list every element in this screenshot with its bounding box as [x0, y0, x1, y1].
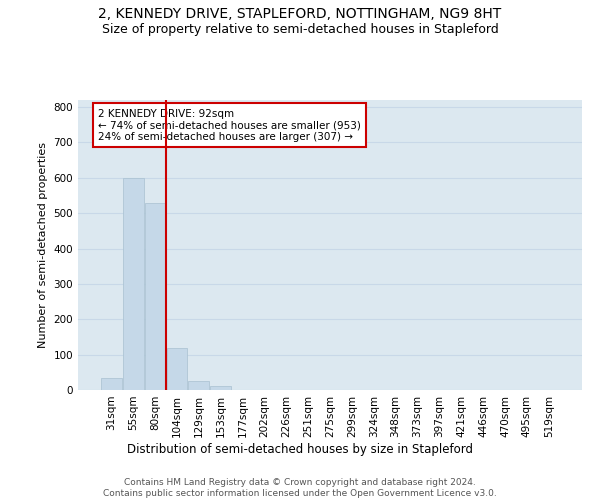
Text: Contains HM Land Registry data © Crown copyright and database right 2024.
Contai: Contains HM Land Registry data © Crown c…	[103, 478, 497, 498]
Text: Size of property relative to semi-detached houses in Stapleford: Size of property relative to semi-detach…	[101, 22, 499, 36]
Bar	[188, 381, 209, 390]
Bar	[145, 202, 166, 390]
Text: 2 KENNEDY DRIVE: 92sqm
← 74% of semi-detached houses are smaller (953)
24% of se: 2 KENNEDY DRIVE: 92sqm ← 74% of semi-det…	[98, 108, 361, 142]
Bar	[210, 386, 231, 390]
Bar	[101, 378, 122, 390]
Y-axis label: Number of semi-detached properties: Number of semi-detached properties	[38, 142, 48, 348]
Bar	[167, 348, 187, 390]
Text: 2, KENNEDY DRIVE, STAPLEFORD, NOTTINGHAM, NG9 8HT: 2, KENNEDY DRIVE, STAPLEFORD, NOTTINGHAM…	[98, 8, 502, 22]
Bar	[123, 178, 143, 390]
Text: Distribution of semi-detached houses by size in Stapleford: Distribution of semi-detached houses by …	[127, 442, 473, 456]
